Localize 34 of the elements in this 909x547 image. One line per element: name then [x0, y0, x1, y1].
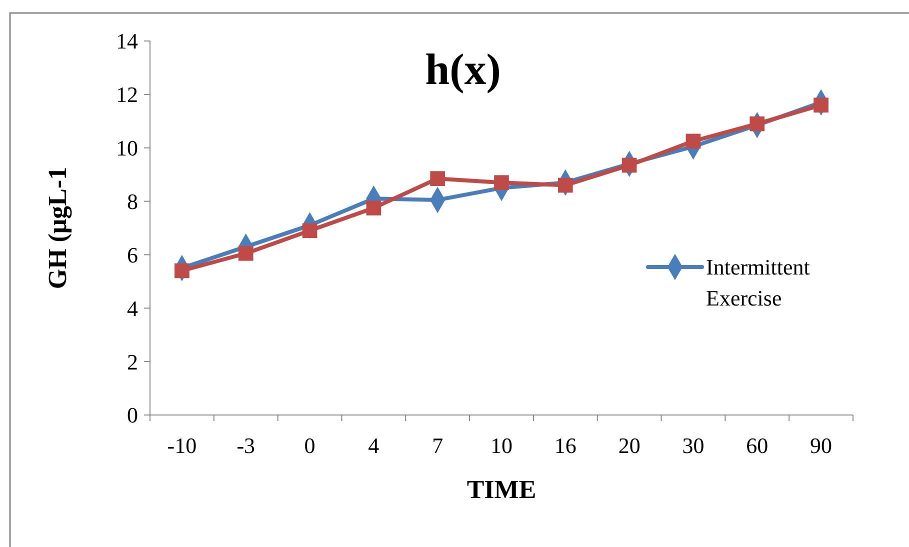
- x-tick-label: 7: [432, 433, 444, 458]
- x-axis-title: TIME: [466, 475, 536, 504]
- x-tick-label: -10: [167, 433, 197, 458]
- point: [494, 175, 509, 190]
- x-tick-label: 90: [810, 433, 832, 458]
- x-tick-label: 20: [618, 433, 640, 458]
- point: [174, 263, 190, 278]
- y-tick-label: 12: [116, 82, 138, 108]
- point: [238, 246, 254, 261]
- y-tick-label: 0: [127, 402, 138, 428]
- legend-label: Intermittent Exercise: [706, 254, 810, 310]
- x-tick-label: 60: [746, 433, 768, 458]
- y-tick-label: 6: [127, 242, 138, 268]
- x-tick-label: 16: [554, 433, 576, 458]
- x-tick-label: 0: [304, 433, 316, 458]
- point: [430, 171, 446, 186]
- y-tick-label: 4: [127, 296, 138, 321]
- point: [686, 134, 701, 149]
- y-tick-label: 8: [127, 188, 138, 214]
- point: [750, 116, 765, 132]
- y-tick-label: 14: [116, 28, 138, 54]
- x-tick-label: 4: [368, 433, 380, 458]
- x-tick-label: 10: [490, 433, 512, 458]
- x-tick-label: 30: [682, 433, 704, 458]
- point: [302, 223, 318, 238]
- y-tick-label: 2: [127, 349, 138, 374]
- y-axis-title: GH (μgL-1: [43, 166, 72, 290]
- point: [622, 158, 637, 173]
- chart-title: h(x): [425, 45, 501, 94]
- x-tick-label: -3: [236, 433, 256, 458]
- point: [366, 200, 382, 216]
- point: [558, 178, 573, 193]
- point: [814, 98, 828, 113]
- y-tick-label: 10: [116, 136, 138, 161]
